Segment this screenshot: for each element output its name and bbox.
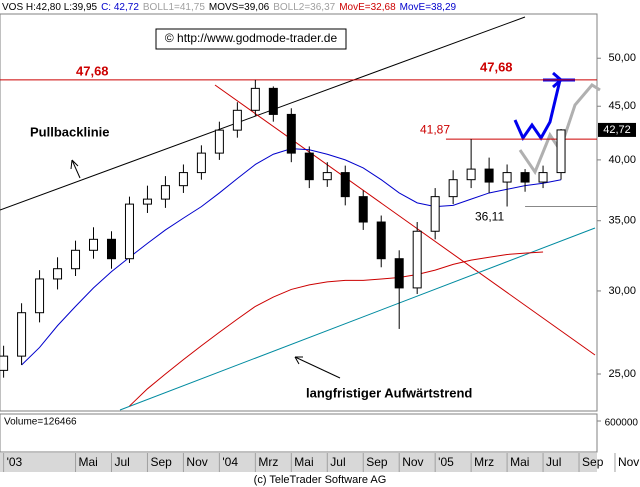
candle-body <box>340 172 350 198</box>
x-tick-label: '03 <box>7 455 23 469</box>
candle-body <box>178 172 188 187</box>
candle-body <box>106 238 116 260</box>
copyright: © http://www.godmode-trader.de <box>165 31 338 45</box>
candle-body <box>358 196 368 223</box>
candle-body <box>268 87 278 115</box>
pointer-head <box>70 159 79 170</box>
price-tag-label: 42,72 <box>603 124 631 136</box>
x-tick-label: Nov <box>618 455 639 469</box>
level-label: 47,68 <box>480 59 513 74</box>
footer: (c) TeleTrader Software AG <box>254 474 387 486</box>
annotation: Pullbacklinie <box>30 124 109 139</box>
x-tick-label: Mai <box>510 455 529 469</box>
volume-frame <box>0 413 598 453</box>
x-tick-label: Mrz <box>258 455 278 469</box>
candle-body <box>430 196 440 232</box>
candle-body <box>448 179 458 198</box>
candle-body <box>322 172 332 181</box>
x-tick-label: '04 <box>222 455 238 469</box>
candle-body <box>520 172 530 183</box>
long-trend <box>119 227 596 411</box>
candle-body <box>394 258 404 289</box>
y-tick-label: 45,00 <box>608 100 636 112</box>
pointer-head <box>294 356 303 365</box>
candle-body <box>538 172 548 183</box>
header-item: MOVS=39,06 <box>209 2 270 13</box>
volume-tick-label: 600000 <box>605 418 639 429</box>
level-label: 36,11 <box>475 210 504 224</box>
volume-label: Volume=126466 <box>4 417 77 428</box>
pointer <box>294 356 341 379</box>
candle-body <box>304 152 314 181</box>
candle-body <box>160 185 170 200</box>
x-tick-label: Nov <box>186 455 207 469</box>
header-item: C: 42,72 <box>101 2 139 13</box>
header-item: MovE=38,29 <box>400 2 457 13</box>
candle-body <box>53 268 63 280</box>
y-tick-label: 40,00 <box>608 154 636 166</box>
candle-body <box>412 230 422 289</box>
candle-body <box>0 355 9 371</box>
y-tick-label: 30,00 <box>608 285 636 297</box>
candle-body <box>466 168 476 181</box>
resistance-trend <box>214 84 596 356</box>
header: VOS H:42,80 L:39,95 C: 42,72 BOLL1=41,75 MO… <box>2 2 457 13</box>
y-tick-label: 25,00 <box>608 368 636 380</box>
header-item: BOLL2=36,37 <box>273 2 335 13</box>
x-tick-label: Sep <box>366 455 388 469</box>
x-tick-label: Jul <box>330 455 345 469</box>
candle-body <box>89 238 99 251</box>
candle-body <box>142 198 152 205</box>
candle-body <box>556 129 566 174</box>
header-item: VOS H:42,80 L:39,95 <box>2 2 98 13</box>
copyright-box <box>155 28 347 50</box>
candle-body <box>484 168 494 183</box>
x-tick-label: '05 <box>438 455 454 469</box>
x-tick-label: Mai <box>79 455 98 469</box>
header-item: MovE=32,68 <box>339 2 396 13</box>
x-axis-band <box>0 453 597 472</box>
candle-body <box>196 152 206 174</box>
level-label: 47,68 <box>76 63 109 78</box>
x-tick-label: Sep <box>150 455 172 469</box>
candle-body <box>376 221 386 260</box>
pullback-line <box>0 16 526 211</box>
x-tick-label: Sep <box>582 455 604 469</box>
x-tick-label: Jul <box>546 455 561 469</box>
annotation: langfristiger Aufwärtstrend <box>306 385 472 400</box>
candle-body <box>232 109 242 131</box>
x-tick-label: Mai <box>294 455 313 469</box>
x-tick-label: Jul <box>114 455 129 469</box>
moving-average <box>129 251 544 407</box>
candle-body <box>71 249 81 270</box>
pointer <box>71 159 81 179</box>
candle-body <box>17 312 27 357</box>
y-tick-label: 35,00 <box>608 215 636 227</box>
candle-body <box>124 203 134 260</box>
candle-body <box>502 172 512 183</box>
candle-body <box>286 113 296 154</box>
price-tag <box>598 122 636 137</box>
candle-body <box>35 278 45 314</box>
y-tick-label: 50,00 <box>608 52 636 64</box>
candle-body <box>214 129 224 154</box>
header-item: BOLL1=41,75 <box>143 2 205 13</box>
x-tick-label: Nov <box>402 455 423 469</box>
candle-body <box>250 87 260 111</box>
x-tick-label: Mrz <box>474 455 494 469</box>
level-label: 41,87 <box>420 122 450 136</box>
